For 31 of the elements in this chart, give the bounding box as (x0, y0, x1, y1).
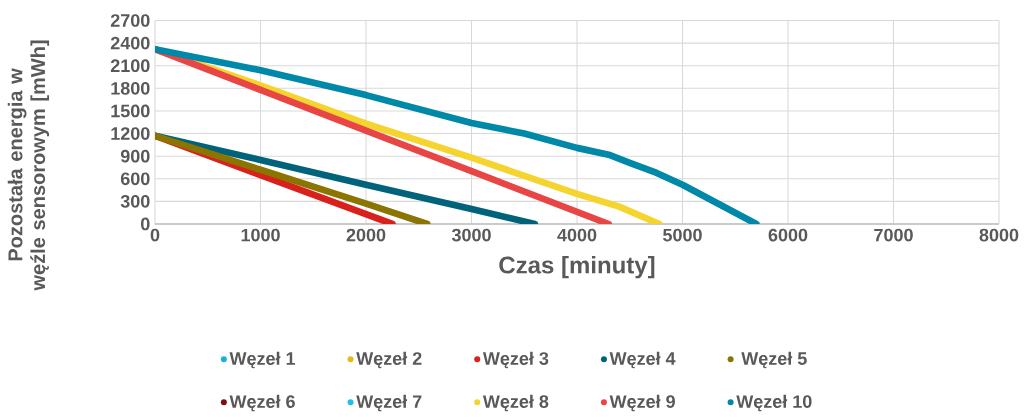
y-tick-label: 2700 (110, 14, 150, 27)
y-tick-label: 1200 (111, 127, 150, 140)
legend-label: Węzeł 3 (482, 351, 549, 369)
x-tick-label: 5000 (663, 228, 702, 242)
x-axis-title: Czas [minuty] (499, 255, 655, 279)
legend-label: Węzeł 2 (356, 351, 422, 369)
legend-label: Węzeł 5 (741, 351, 807, 369)
legend-label: Węzeł 1 (229, 351, 296, 369)
x-tick-label: 8000 (979, 228, 1019, 242)
y-axis-title: Pozostała energia w węźle sensorowym [mWh] (7, 40, 50, 291)
x-tick-label: 4000 (557, 228, 597, 242)
y-tick-label: 300 (120, 195, 150, 208)
y-tick-label: 900 (120, 149, 150, 163)
y-tick-label: 1800 (111, 81, 150, 95)
legend-label: Węzeł 4 (609, 351, 676, 369)
x-tick-label: 1000 (241, 228, 280, 242)
y-tick-label: 600 (120, 172, 150, 186)
y-tick-label: 0 (141, 217, 150, 231)
legend-label: Węzeł 9 (609, 394, 675, 412)
y-tick-label: 1500 (111, 104, 150, 118)
legend-label: Węzeł 7 (356, 394, 422, 412)
legend-label: Węzeł 8 (482, 394, 549, 412)
y-tick-label: 2100 (110, 59, 150, 73)
x-tick-label: 7000 (874, 228, 913, 242)
y-tick-label: 2400 (110, 36, 150, 50)
legend-label: Węzeł 10 (736, 394, 812, 412)
x-tick-label: 6000 (768, 228, 808, 242)
legend-label: Węzeł 6 (229, 394, 295, 412)
x-tick-label: 3000 (451, 228, 491, 242)
x-tick-label: 2000 (346, 228, 386, 242)
x-tick-label: 0 (150, 228, 160, 242)
